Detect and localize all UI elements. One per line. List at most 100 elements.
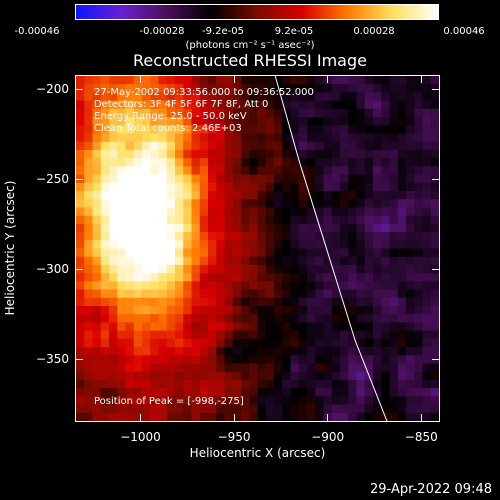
heatmap-cell [414,322,424,332]
heatmap-cell [381,322,391,332]
heatmap-cell [430,396,439,406]
heatmap-cell [389,330,399,340]
heatmap-cell [76,355,85,365]
heatmap-cell [241,412,250,421]
heatmap-cell [298,240,308,250]
heatmap-cell [290,248,300,258]
heatmap-cell [298,149,308,159]
heatmap-cell [397,412,407,421]
heatmap-cell [389,379,399,389]
heatmap-cell [373,199,382,209]
heatmap-cell [315,248,325,258]
heatmap-cell [257,338,267,348]
heatmap-cell [422,355,432,365]
heatmap-cell [340,388,349,397]
heatmap-cell [282,199,292,209]
heatmap-cell [150,371,160,381]
heatmap-cell [142,322,151,332]
heatmap-cell [414,412,424,421]
heatmap-cell [356,264,366,274]
heatmap-cell [389,281,399,291]
heatmap-cell [373,404,382,414]
heatmap-cell [183,92,193,102]
heatmap-cell [224,158,234,167]
heatmap-cell [430,182,439,192]
heatmap-cell [389,232,399,241]
heatmap-cell [183,84,193,94]
heatmap-cell [307,125,316,135]
heatmap-cell [199,297,209,307]
heatmap-cell [373,207,382,217]
heatmap-cell [422,281,432,291]
heatmap-cell [133,199,143,209]
heatmap-cell [323,404,333,414]
heatmap-cell [166,166,176,176]
heatmap-cell [422,248,432,258]
heatmap-cell [117,404,127,414]
heatmap-cell [331,207,341,217]
heatmap-cell [315,108,325,118]
heatmap-cell [92,256,102,266]
heatmap-cell [191,363,201,373]
heatmap-cell [100,207,110,217]
heatmap-cell [389,412,399,421]
heatmap-cell [224,281,234,291]
heatmap-cell [199,158,209,167]
heatmap-cell [241,125,250,135]
heatmap-cell [356,84,366,94]
heatmap-cell [166,297,176,307]
heatmap-cell [274,133,283,143]
heatmap-cell [84,133,94,143]
heatmap-cell [397,363,407,373]
heatmap-cell [340,108,349,118]
heatmap-cell [257,149,267,159]
heatmap-cell [232,347,242,356]
heatmap-cell [175,100,184,110]
heatmap-cell [323,141,333,151]
heatmap-cell [389,182,399,192]
heatmap-cell [282,240,292,250]
heatmap-cell [340,355,349,365]
heatmap-cell [249,149,259,159]
heatmap-cell [282,306,292,315]
heatmap-cell [208,412,217,421]
heatmap-cell [92,396,102,406]
heatmap-cell [241,215,250,225]
heatmap-cell [191,347,201,356]
heatmap-cell [117,141,127,151]
heatmap-cell [241,379,250,389]
heatmap-cell [208,191,217,200]
heatmap-cell [373,133,382,143]
heatmap-cell [175,371,184,381]
heatmap-cell [257,125,267,135]
heatmap-cell [356,363,366,373]
heatmap-cell [356,141,366,151]
heatmap-cell [381,379,391,389]
heatmap-cell [430,117,439,126]
heatmap-cell [117,297,127,307]
heatmap-cell [142,174,151,184]
heatmap-cell [397,92,407,102]
heatmap-cell [282,264,292,274]
heatmap-cell [76,289,85,299]
heatmap-cell [199,248,209,258]
heatmap-cell [125,248,135,258]
heatmap-cell [290,166,300,176]
heatmap-cell [142,84,151,94]
heatmap-cell [249,388,259,397]
heatmap-cell [414,281,424,291]
heatmap-cell [315,141,325,151]
heatmap-cell [199,141,209,151]
heatmap-cell [216,306,226,315]
heatmap-cell [232,76,242,85]
heatmap-cell [282,117,292,126]
heatmap-cell [356,191,366,200]
heatmap-cell [208,363,217,373]
heatmap-cell [84,264,94,274]
heatmap-cell [307,363,316,373]
heatmap-cell [166,264,176,274]
colorbar-tick-label: -9.2e-05 [202,26,244,37]
heatmap-cell [150,84,160,94]
heatmap-cell [364,338,374,348]
heatmap-cell [348,117,358,126]
